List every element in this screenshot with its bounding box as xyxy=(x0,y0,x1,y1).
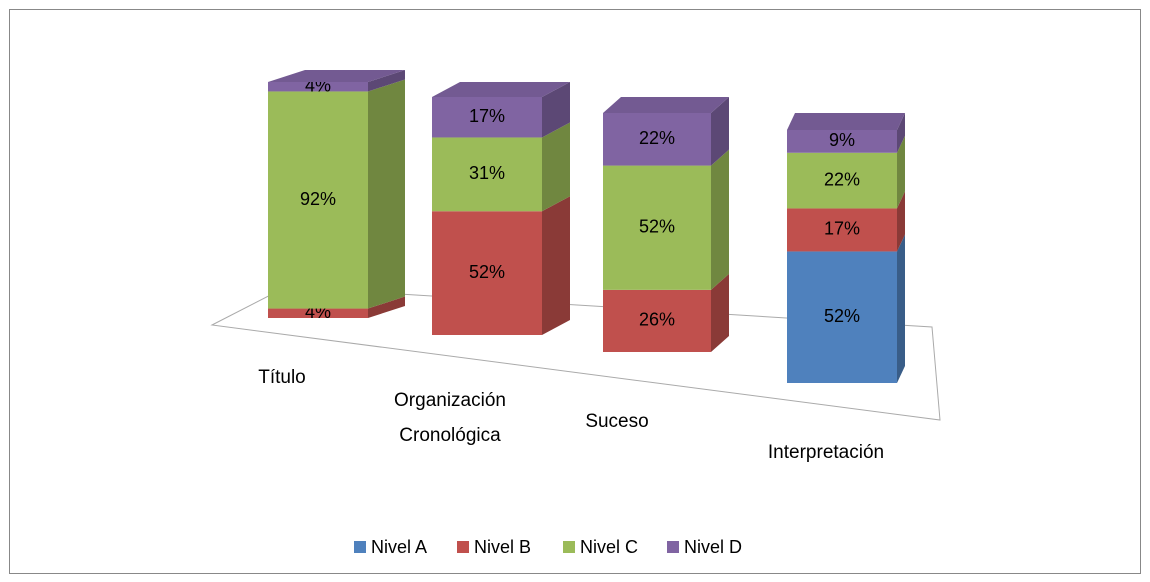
bar-side xyxy=(711,273,729,352)
data-label: 52% xyxy=(469,262,505,282)
legend-label: Nivel C xyxy=(580,537,638,557)
category-label: Título xyxy=(258,367,306,388)
data-label: 26% xyxy=(639,310,675,330)
data-label: 22% xyxy=(824,169,860,189)
data-label: 92% xyxy=(300,189,336,209)
bar-segment xyxy=(432,97,542,138)
bar-segment xyxy=(787,208,897,252)
bar-top xyxy=(787,113,905,130)
bar-side xyxy=(711,97,729,166)
bar-segment xyxy=(432,211,542,335)
bar-segment xyxy=(787,130,897,153)
floor xyxy=(210,286,941,421)
bar-segment xyxy=(268,82,368,92)
chart-border xyxy=(9,9,1141,574)
legend-swatch xyxy=(667,541,679,553)
data-label: 31% xyxy=(469,163,505,183)
data-label: 52% xyxy=(824,306,860,326)
bar-side xyxy=(897,113,905,153)
bar-segment xyxy=(603,289,711,352)
bar-segment xyxy=(603,165,711,290)
bar-side xyxy=(897,135,905,209)
data-label: 17% xyxy=(824,219,860,239)
legend-label: Nivel B xyxy=(474,537,531,557)
bar-side xyxy=(542,82,570,138)
bar-segment xyxy=(268,308,368,318)
legend-label: Nivel D xyxy=(684,537,742,557)
bar-side xyxy=(897,191,905,252)
category-label: Organización Cronológica xyxy=(394,390,506,446)
bar-segment xyxy=(787,152,897,209)
bar-side xyxy=(368,296,405,318)
bar-side xyxy=(368,70,405,92)
legend-swatch xyxy=(563,541,575,553)
bar-side xyxy=(542,196,570,335)
bar-side xyxy=(711,149,729,290)
bar-side xyxy=(542,122,570,212)
bar-side xyxy=(897,234,905,383)
bar-segment xyxy=(432,137,542,212)
legend-swatch xyxy=(457,541,469,553)
bar-side xyxy=(368,79,405,309)
bar-top xyxy=(603,97,729,113)
category-label: Interpretación xyxy=(767,442,885,463)
bar-top xyxy=(268,70,405,82)
legend-swatch xyxy=(354,541,366,553)
data-label: 9% xyxy=(829,130,855,150)
bar-segment xyxy=(603,113,711,166)
bar-segment xyxy=(787,251,897,383)
data-label: 22% xyxy=(639,128,675,148)
legend-label: Nivel A xyxy=(371,537,427,557)
bar-top xyxy=(432,82,570,97)
bar-segment xyxy=(268,91,368,309)
data-label: 17% xyxy=(469,106,505,126)
category-label: Suceso xyxy=(585,411,649,432)
data-label: 52% xyxy=(639,216,675,236)
